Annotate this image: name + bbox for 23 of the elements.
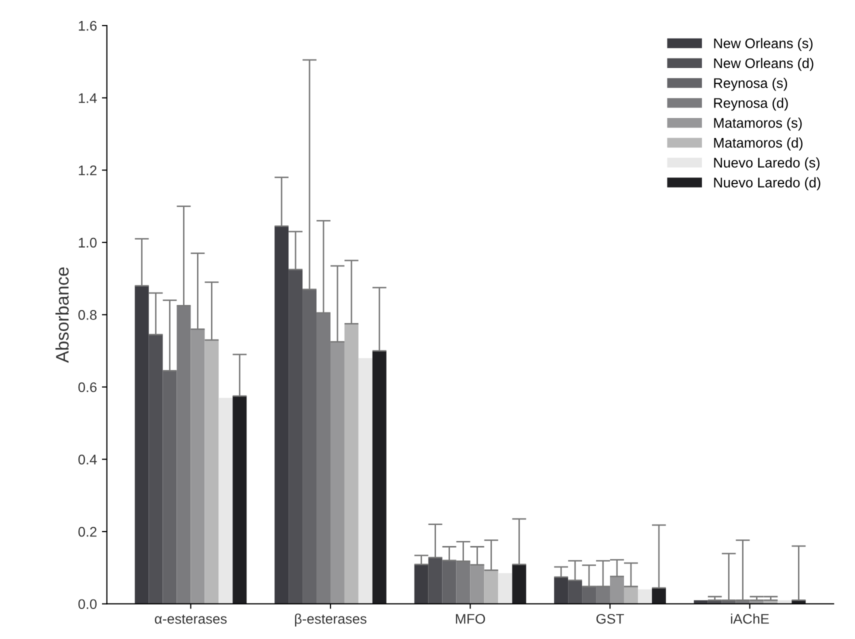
y-tick-label: 1.2 bbox=[78, 165, 96, 176]
x-tick-label: iAChE bbox=[731, 614, 769, 624]
y-tick-label: 1.4 bbox=[78, 93, 97, 103]
y-tick-label: 1.0 bbox=[78, 238, 97, 248]
y-tick-label: 0.4 bbox=[78, 454, 97, 464]
y-tick-label: 0.8 bbox=[78, 310, 97, 320]
legend-label: Nuevo Laredo (s) bbox=[714, 157, 820, 170]
legend-label: New Orleans (s) bbox=[714, 38, 813, 51]
y-tick-label: 0.0 bbox=[78, 599, 97, 610]
legend-label: Matamoros (s) bbox=[714, 118, 802, 131]
x-tick-label: GST bbox=[596, 614, 624, 624]
legend-label: New Orleans (d) bbox=[714, 58, 814, 71]
y-tick-label: 0.6 bbox=[78, 382, 97, 392]
y-tick-label: 0.2 bbox=[78, 526, 96, 537]
y-tick-label: 1.6 bbox=[78, 20, 97, 31]
x-tick-label: β-esterases bbox=[295, 614, 366, 627]
y-axis-title: Absorbance bbox=[55, 267, 69, 363]
legend-label: Matamoros (d) bbox=[714, 138, 802, 150]
x-tick-label: α-esterases bbox=[154, 614, 227, 624]
x-tick-label: MFO bbox=[456, 614, 486, 624]
legend-label: Reynosa (d) bbox=[714, 98, 788, 111]
legend-label: Reynosa (s) bbox=[714, 78, 788, 91]
legend-label: Nuevo Laredo (d) bbox=[714, 177, 820, 190]
